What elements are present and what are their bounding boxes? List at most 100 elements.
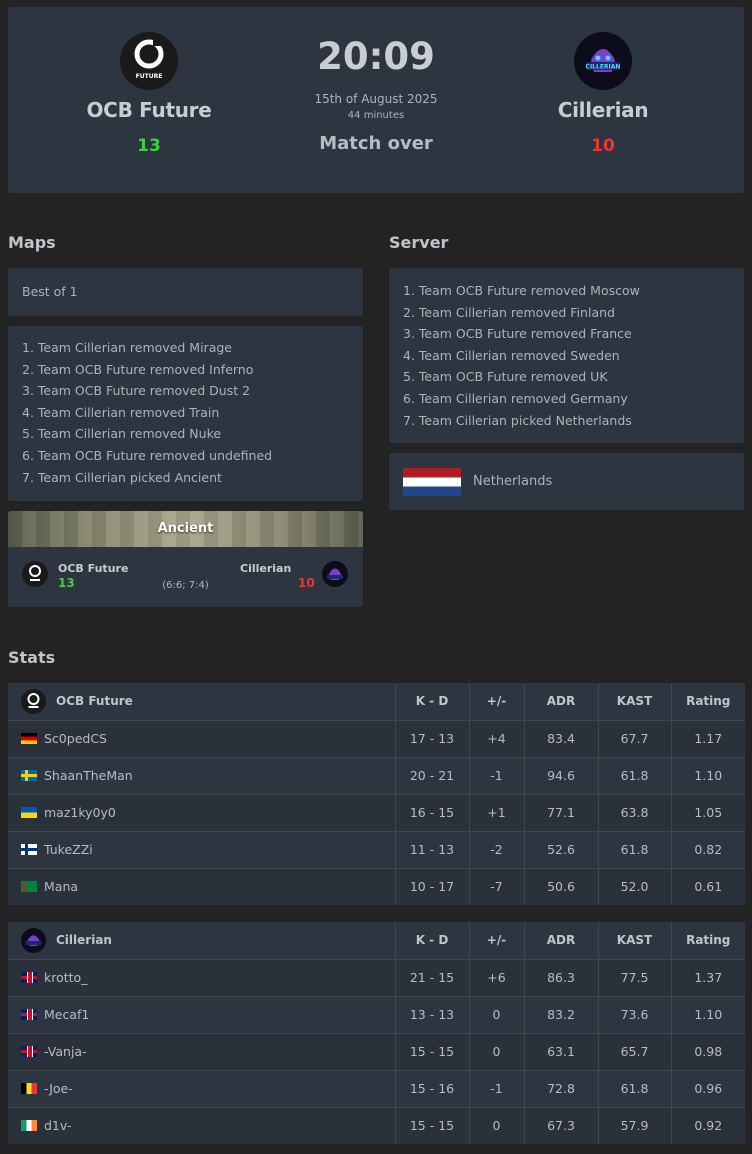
table-row[interactable]: Sc0pedCS 17 - 13 +4 83.4 67.7 1.17 (8, 720, 745, 758)
kd-cell: 15 - 16 (395, 1070, 470, 1108)
map-format-box: Best of 1 (8, 268, 363, 316)
ocb-future-logo-small (21, 688, 46, 714)
player-name[interactable]: ShaanTheMan (44, 768, 133, 783)
server-veto-item: 2. Team Cillerian removed Finland (403, 304, 615, 320)
map-result-row: OCB Future 13 (6:6; 7:4) Cillerian 10 (8, 547, 363, 607)
col-kast[interactable]: KAST (598, 683, 672, 721)
team2-header[interactable]: Cillerian (8, 922, 396, 960)
table-row[interactable]: Mecaf1 13 - 13 0 83.2 73.6 1.10 (8, 996, 745, 1034)
player-name[interactable]: Mecaf1 (44, 1007, 90, 1022)
plus-minus-cell: -1 (469, 757, 525, 795)
svg-text:CILLERIAN: CILLERIAN (586, 64, 621, 71)
rating-cell: 0.98 (671, 1033, 745, 1071)
map-team2-name: Cillerian (240, 562, 292, 575)
ocb-future-logo-small (22, 561, 48, 587)
server-veto-item: 7. Team Cillerian picked Netherlands (403, 412, 632, 428)
player-name[interactable]: d1v- (44, 1118, 72, 1134)
player-cell: Sc0pedCS (8, 720, 396, 758)
col-kd[interactable]: K - D (395, 922, 470, 960)
plus-minus-cell: 0 (469, 996, 525, 1034)
player-cell: maz1ky0y0 (8, 794, 396, 832)
rating-cell: 0.61 (671, 868, 745, 905)
kd-cell: 15 - 15 (395, 1107, 470, 1144)
kast-cell: 67.7 (598, 720, 672, 758)
player-name[interactable]: Sc0pedCS (44, 731, 107, 746)
kast-cell: 65.7 (598, 1033, 672, 1071)
ukraine-flag-icon (21, 807, 37, 818)
adr-cell: 77.1 (524, 794, 599, 832)
player-name[interactable]: Mana (44, 879, 79, 895)
server-title: Server (389, 233, 449, 252)
server-veto-item: 5. Team OCB Future removed UK (403, 369, 608, 385)
col-adr[interactable]: ADR (524, 683, 599, 721)
player-name[interactable]: -Vanja- (44, 1044, 87, 1059)
table-row[interactable]: Mana 10 - 17 -7 50.6 52.0 0.61 (8, 868, 745, 905)
col-rating[interactable]: Rating (671, 922, 745, 960)
match-status: Match over (319, 133, 433, 154)
kast-cell: 61.8 (598, 757, 672, 795)
svg-text:FUTURE: FUTURE (136, 73, 163, 80)
plus-minus-cell: 0 (469, 1033, 525, 1071)
player-name[interactable]: maz1ky0y0 (44, 805, 116, 820)
table-row[interactable]: maz1ky0y0 16 - 15 +1 77.1 63.8 1.05 (8, 794, 745, 832)
stats-title: Stats (8, 648, 56, 667)
plus-minus-cell: +1 (469, 794, 525, 832)
player-cell: Mana (8, 868, 396, 905)
player-name[interactable]: krotto_ (44, 970, 88, 985)
map-veto-item: 7. Team Cillerian picked Ancient (22, 469, 222, 485)
adr-cell: 94.6 (524, 757, 599, 795)
match-time: 20:09 (317, 35, 435, 78)
team2-block[interactable]: CILLERIAN Cillerian 10 (503, 32, 703, 156)
map-veto-item: 3. Team OCB Future removed Dust 2 (22, 383, 251, 399)
col-rating[interactable]: Rating (671, 683, 745, 721)
match-info: 20:09 15th of August 2025 44 minutes Mat… (276, 35, 476, 154)
team1-header[interactable]: OCB Future (8, 683, 396, 721)
col-kd[interactable]: K - D (395, 683, 470, 721)
map-veto-box: 1. Team Cillerian removed Mirage 2. Team… (8, 326, 363, 501)
map-veto-item: 5. Team Cillerian removed Nuke (22, 426, 222, 442)
table-row[interactable]: TukeZZi 11 - 13 -2 52.6 61.8 0.82 (8, 831, 745, 869)
plus-minus-cell: +6 (469, 959, 525, 997)
kd-cell: 17 - 13 (395, 720, 470, 758)
adr-cell: 83.2 (524, 996, 599, 1034)
table-row[interactable]: krotto_ 21 - 15 +6 86.3 77.5 1.37 (8, 959, 745, 997)
kast-cell: 52.0 (598, 868, 672, 905)
table-row[interactable]: d1v- 15 - 15 0 67.3 57.9 0.92 (8, 1107, 745, 1144)
col-plus-minus[interactable]: +/- (469, 683, 525, 721)
col-plus-minus[interactable]: +/- (469, 922, 525, 960)
match-date: 15th of August 2025 (314, 92, 438, 106)
kast-cell: 63.8 (598, 794, 672, 832)
server-veto-box: 1. Team OCB Future removed Moscow 2. Tea… (389, 268, 744, 443)
player-cell: -Joe- (8, 1070, 396, 1108)
player-name[interactable]: TukeZZi (44, 842, 93, 857)
map-veto-item: 6. Team OCB Future removed undefined (22, 447, 273, 463)
kd-cell: 13 - 13 (395, 996, 470, 1034)
server-veto-list: 1. Team OCB Future removed Moscow 2. Tea… (403, 280, 730, 431)
player-name[interactable]: -Joe- (44, 1081, 73, 1096)
map-format: Best of 1 (22, 284, 78, 299)
table-header: OCB Future K - D +/- ADR KAST Rating (8, 683, 745, 721)
rating-cell: 1.10 (671, 757, 745, 795)
cillerian-logo: CILLERIAN (574, 32, 632, 90)
netherlands-flag-icon (403, 467, 461, 496)
player-cell: Mecaf1 (8, 996, 396, 1034)
map-veto-item: 4. Team Cillerian removed Train (22, 404, 220, 420)
rating-cell: 1.37 (671, 959, 745, 997)
table-row[interactable]: -Joe- 15 - 16 -1 72.8 61.8 0.96 (8, 1070, 745, 1108)
team1-block[interactable]: FUTURE OCB Future 13 (49, 32, 249, 156)
selected-server-box: Netherlands (389, 453, 744, 510)
map-result-card[interactable]: Ancient OCB Future 13 (6:6; 7:4) Cilleri… (8, 511, 363, 607)
table-row[interactable]: -Vanja- 15 - 15 0 63.1 65.7 0.98 (8, 1033, 745, 1071)
team1-header-name: OCB Future (56, 693, 133, 708)
match-duration: 44 minutes (347, 110, 405, 121)
rating-cell: 0.92 (671, 1107, 745, 1144)
plus-minus-cell: 0 (469, 1107, 525, 1144)
player-cell: d1v- (8, 1107, 396, 1144)
kast-cell: 61.8 (598, 831, 672, 869)
map-veto-item: 2. Team OCB Future removed Inferno (22, 361, 254, 377)
col-adr[interactable]: ADR (524, 922, 599, 960)
map-halves: (6:6; 7:4) (162, 580, 209, 591)
table-row[interactable]: ShaanTheMan 20 - 21 -1 94.6 61.8 1.10 (8, 757, 745, 795)
team2-stats-table: Cillerian K - D +/- ADR KAST Rating krot… (8, 922, 745, 1144)
col-kast[interactable]: KAST (598, 922, 672, 960)
